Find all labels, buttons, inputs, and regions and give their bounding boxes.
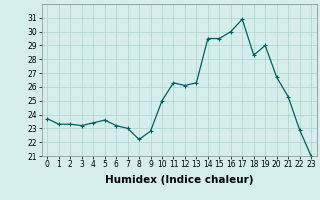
X-axis label: Humidex (Indice chaleur): Humidex (Indice chaleur) bbox=[105, 175, 253, 185]
